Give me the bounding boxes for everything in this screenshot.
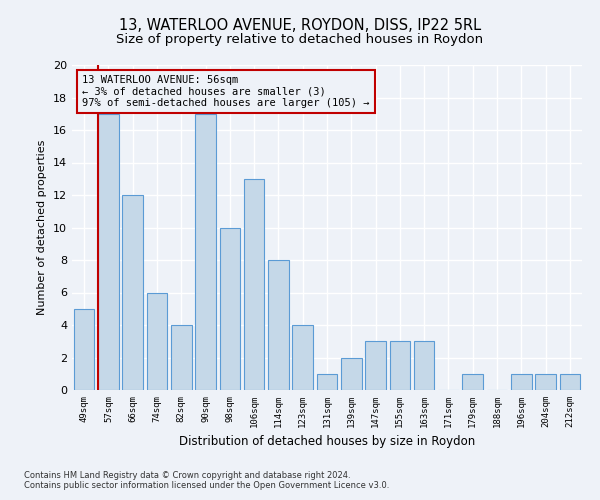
- Y-axis label: Number of detached properties: Number of detached properties: [37, 140, 47, 315]
- X-axis label: Distribution of detached houses by size in Roydon: Distribution of detached houses by size …: [179, 436, 475, 448]
- Text: Size of property relative to detached houses in Roydon: Size of property relative to detached ho…: [116, 32, 484, 46]
- Bar: [414, 341, 434, 390]
- Bar: [220, 228, 240, 390]
- Text: Contains HM Land Registry data © Crown copyright and database right 2024.: Contains HM Land Registry data © Crown c…: [24, 470, 350, 480]
- Bar: [341, 358, 362, 390]
- Bar: [560, 374, 580, 390]
- Text: 13, WATERLOO AVENUE, ROYDON, DISS, IP22 5RL: 13, WATERLOO AVENUE, ROYDON, DISS, IP22 …: [119, 18, 481, 32]
- Text: Contains public sector information licensed under the Open Government Licence v3: Contains public sector information licen…: [24, 480, 389, 490]
- Text: 13 WATERLOO AVENUE: 56sqm
← 3% of detached houses are smaller (3)
97% of semi-de: 13 WATERLOO AVENUE: 56sqm ← 3% of detach…: [82, 74, 370, 108]
- Bar: [317, 374, 337, 390]
- Bar: [511, 374, 532, 390]
- Bar: [535, 374, 556, 390]
- Bar: [268, 260, 289, 390]
- Bar: [389, 341, 410, 390]
- Bar: [98, 114, 119, 390]
- Bar: [74, 308, 94, 390]
- Bar: [365, 341, 386, 390]
- Bar: [463, 374, 483, 390]
- Bar: [171, 325, 191, 390]
- Bar: [292, 325, 313, 390]
- Bar: [195, 114, 216, 390]
- Bar: [244, 179, 265, 390]
- Bar: [122, 195, 143, 390]
- Bar: [146, 292, 167, 390]
